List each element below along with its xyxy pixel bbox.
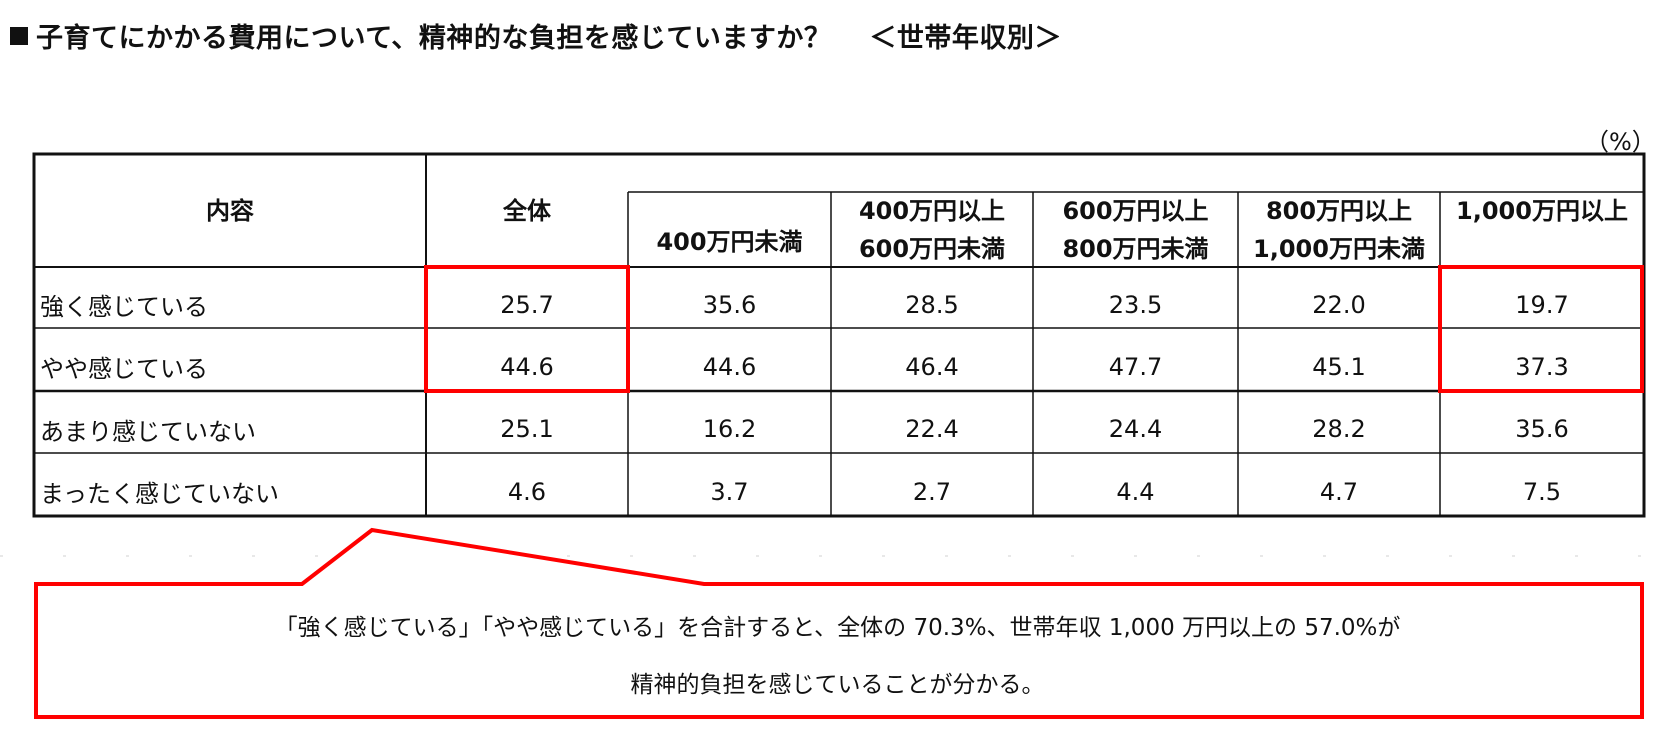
callout-line-1: 「強く感じている」「やや感じている」を合計すると、全体の 70.3%、世帯年収 … (274, 615, 1401, 641)
header-total: 全体 (426, 154, 628, 267)
cell-somewhat-400-600: 46.4 (905, 352, 959, 381)
cell-strong-400-600: 28.5 (905, 290, 959, 319)
header-content: 内容 (34, 154, 426, 267)
cell-not-much-over-1000: 35.6 (1515, 415, 1569, 443)
cell-not-at-all-over-1000: 7.5 (1522, 477, 1562, 506)
cell-somewhat-under-400: 44.6 (702, 352, 757, 381)
cell-strong-800-1000: 22.0 (1312, 290, 1366, 319)
cell-not-at-all-total: 4.6 (507, 477, 547, 506)
unit-label: （%） (1585, 128, 1656, 156)
header-600-800: 600万円以上 800万円未満 (1033, 192, 1238, 267)
header-800-1000-line2: 1,000万円未満 (1253, 234, 1425, 263)
cell-not-at-all-400-600: 2.7 (912, 477, 952, 506)
title-text: 子育てにかかる費用について、精神的な負担を感じていますか？ (36, 23, 832, 54)
cell-somewhat-800-1000: 45.1 (1312, 352, 1366, 381)
header-under-400-label: 400万円未満 (656, 228, 803, 256)
header-total-label: 全体 (503, 196, 551, 225)
cell-somewhat-total: 44.6 (500, 352, 554, 381)
header-800-1000: 800万円以上 1,000万円未満 (1238, 192, 1440, 267)
cell-somewhat-600-800: 47.7 (1108, 352, 1163, 381)
square-bullet-icon (10, 27, 28, 45)
cell-strong-600-800: 23.5 (1108, 290, 1163, 319)
cell-strong-over-1000: 19.7 (1515, 290, 1569, 319)
cell-not-much-800-1000: 28.2 (1312, 415, 1366, 443)
cell-not-at-all-600-800: 4.4 (1116, 477, 1155, 506)
cell-somewhat-over-1000: 37.3 (1515, 352, 1569, 381)
header-600-800-line1: 600万円以上 (1062, 196, 1209, 225)
highlight-box-total (424, 265, 630, 393)
highlight-box-1000 (1438, 265, 1644, 393)
cell-not-at-all-800-1000: 4.7 (1319, 477, 1359, 506)
callout-line-2: 精神的負担を感じていることが分かる。 (630, 672, 1045, 698)
page-title: 子育てにかかる費用について、精神的な負担を感じていますか？ ＜世帯年収別＞ (10, 16, 1062, 55)
row-label-somewhat: やや感じている (40, 355, 208, 383)
row-label-not-at-all: まったく感じていない (40, 480, 280, 508)
header-400-600: 400万円以上 600万円未満 (831, 192, 1033, 267)
cell-not-much-under-400: 16.2 (702, 415, 757, 443)
title-subtitle: ＜世帯年収別＞ (869, 23, 1062, 54)
cell-not-much-600-800: 24.4 (1108, 415, 1163, 443)
header-over-1000: 1,000万円以上 (1440, 192, 1644, 267)
header-400-600-line1: 400万円以上 (858, 196, 1006, 225)
header-800-1000-line1: 800万円以上 (1265, 196, 1413, 225)
header-content-label: 内容 (206, 196, 254, 225)
header-600-800-line2: 800万円未満 (1062, 234, 1209, 263)
cell-strong-under-400: 35.6 (702, 290, 757, 319)
cell-not-much-total: 25.1 (500, 415, 554, 443)
row-label-not-much: あまり感じていない (40, 417, 256, 446)
cell-not-much-400-600: 22.4 (905, 415, 959, 443)
header-under-400: 400万円未満 (628, 192, 831, 267)
highlight-boxes (424, 265, 1644, 393)
header-400-600-line2: 600万円未満 (858, 234, 1006, 263)
cell-not-at-all-under-400: 3.7 (710, 477, 749, 506)
cell-strong-total: 25.7 (500, 290, 554, 319)
header-over-1000-label: 1,000万円以上 (1456, 197, 1628, 225)
callout-box (34, 527, 1644, 719)
row-label-strong: 強く感じている (40, 293, 208, 321)
